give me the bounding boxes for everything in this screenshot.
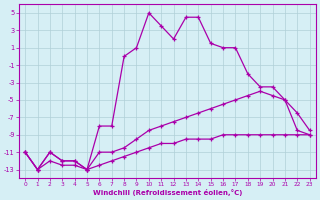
X-axis label: Windchill (Refroidissement éolien,°C): Windchill (Refroidissement éolien,°C) — [93, 189, 242, 196]
